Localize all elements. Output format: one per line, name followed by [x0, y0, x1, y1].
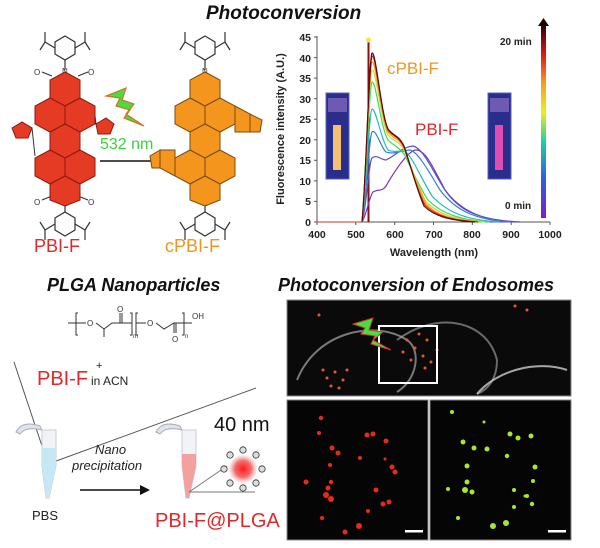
nanoparticle-icon [220, 446, 266, 492]
svg-text:700: 700 [425, 229, 443, 241]
product-label: PBI-F@PLGA [155, 510, 280, 532]
nano-precipitation-label-2: precipitation [72, 458, 143, 473]
svg-text:15: 15 [299, 155, 311, 167]
svg-text:45: 45 [299, 32, 311, 44]
svg-text:m: m [133, 334, 138, 340]
cpbi-f-structure: N N [149, 32, 263, 240]
svg-text:O: O [34, 198, 40, 207]
svg-text:n: n [185, 334, 188, 340]
colorbar-top-label: 20 min [500, 37, 532, 48]
svg-text:O: O [147, 319, 153, 328]
green-channel-micrograph [429, 399, 572, 541]
svg-text:40: 40 [299, 53, 311, 65]
svg-text:1000: 1000 [538, 229, 562, 241]
svg-text:O: O [34, 68, 40, 77]
plus-sign: + [96, 360, 103, 372]
svg-text:O: O [88, 68, 94, 77]
pbi-f-label: PBI-F [34, 236, 81, 256]
svg-text:400: 400 [308, 229, 326, 241]
precipitation-arrow [80, 485, 150, 495]
nanoparticle-size-label: 40 nm [214, 414, 270, 436]
section-title-plga: PLGA Nanoparticles [47, 275, 221, 295]
svg-text:Wavelength (nm): Wavelength (nm) [390, 247, 479, 259]
svg-text:O: O [117, 305, 123, 314]
svg-text:900: 900 [502, 229, 520, 241]
svg-text:O: O [87, 319, 93, 328]
nanoparticle-tube [155, 423, 197, 499]
svg-text:10: 10 [299, 176, 311, 188]
red-channel-micrograph [286, 399, 429, 541]
lightning-icon [103, 86, 145, 127]
svg-text:35: 35 [299, 73, 311, 85]
wavelength-label: 532 nm [100, 136, 154, 153]
chart-annotation-pbi-f: PBI-F [415, 120, 459, 139]
svg-text:O: O [88, 198, 94, 207]
svg-text:0: 0 [305, 217, 311, 229]
plga-dye-label: PBI-F [37, 368, 89, 390]
pbs-tube [15, 423, 57, 499]
svg-text:800: 800 [463, 229, 481, 241]
svg-text:OH: OH [192, 312, 204, 321]
section-title-photoconversion: Photoconversion [206, 3, 362, 24]
chart-annotation-cpbi-f: cPBI-F [387, 59, 439, 78]
svg-text:600: 600 [386, 229, 404, 241]
section-title-endosomes: Photoconversion of Endosomes [278, 275, 555, 295]
svg-text:O: O [172, 335, 178, 344]
plga-polymer-structure: O O O O m n OH [68, 305, 204, 344]
svg-text:Fluorescence intensity (A.U.): Fluorescence intensity (A.U.) [275, 53, 287, 205]
pbs-label: PBS [32, 508, 59, 523]
pbi-f-structure: N N O O O O [11, 32, 115, 240]
cell-overview-micrograph [286, 299, 572, 397]
fluorescence-chart: 0 5 10 15 20 25 30 35 40 45 400 500 600 700 800 90… [275, 18, 562, 259]
svg-text:500: 500 [347, 229, 365, 241]
cpbi-f-label: cPBI-F [165, 236, 221, 256]
nano-precipitation-label-1: Nano [95, 442, 127, 457]
svg-text:30: 30 [299, 94, 311, 106]
svg-text:5: 5 [305, 196, 311, 208]
svg-text:25: 25 [299, 114, 311, 126]
solvent-label: in ACN [91, 374, 129, 388]
svg-text:20: 20 [299, 135, 311, 147]
colorbar-bottom-label: 0 min [505, 201, 532, 212]
